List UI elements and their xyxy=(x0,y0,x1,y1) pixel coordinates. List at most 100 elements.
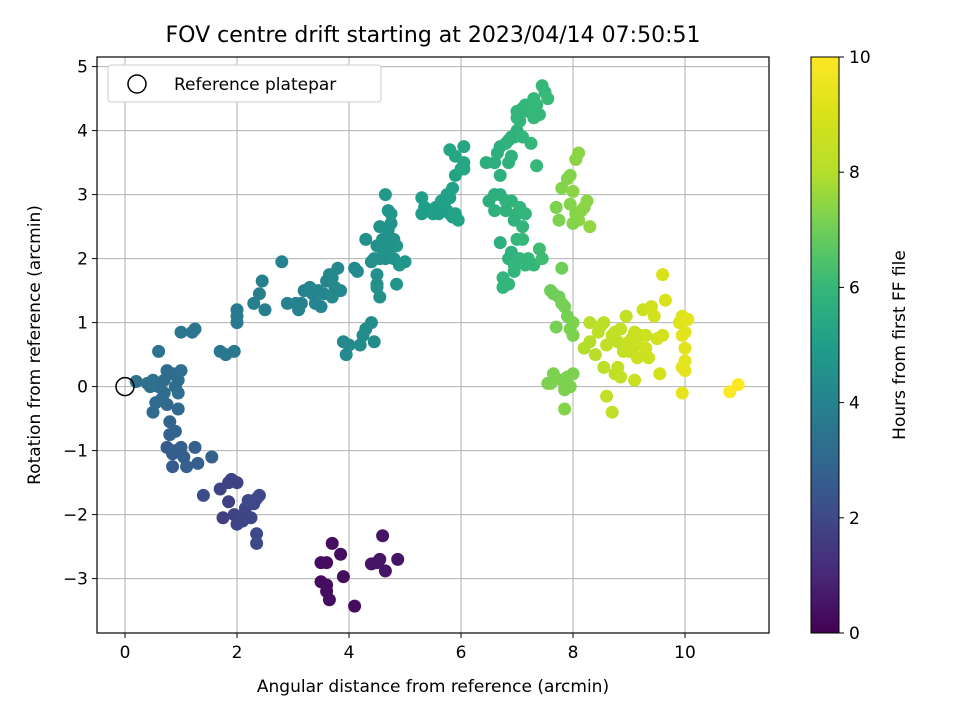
x-axis-ticks: 0 2 4 6 8 10 xyxy=(120,633,696,663)
data-point xyxy=(390,277,404,291)
data-point xyxy=(516,220,530,234)
legend: Reference platepar xyxy=(107,64,382,103)
data-point xyxy=(191,456,205,470)
data-point xyxy=(322,593,336,607)
data-point xyxy=(342,338,356,352)
data-point xyxy=(398,255,412,269)
data-point xyxy=(247,296,261,310)
y-tick-label: −1 xyxy=(63,442,88,462)
data-point xyxy=(334,547,348,561)
data-point xyxy=(583,220,597,234)
data-point xyxy=(373,552,387,566)
colorbar-ticks: 0 2 4 6 8 10 xyxy=(839,48,871,644)
data-point xyxy=(171,402,185,416)
data-point xyxy=(563,322,577,336)
y-tick-label: 1 xyxy=(77,314,88,334)
data-point xyxy=(675,386,689,400)
data-point xyxy=(532,108,546,122)
data-point xyxy=(647,309,661,323)
data-point xyxy=(516,232,530,246)
y-tick-label: −2 xyxy=(63,506,88,526)
data-point xyxy=(174,325,188,339)
data-point xyxy=(457,156,471,170)
data-point xyxy=(566,184,580,198)
data-point xyxy=(653,367,667,381)
data-point xyxy=(488,204,502,218)
y-tick-label: 0 xyxy=(77,378,88,398)
data-point xyxy=(188,322,202,336)
data-point xyxy=(180,460,194,474)
data-point xyxy=(541,92,555,106)
data-point xyxy=(252,287,266,301)
legend-box xyxy=(107,64,382,103)
colorbar-tick-label: 0 xyxy=(849,624,860,644)
colorbar-tick-label: 10 xyxy=(849,48,871,68)
data-point xyxy=(527,98,541,112)
data-point xyxy=(619,309,633,323)
data-point xyxy=(499,204,513,218)
data-point xyxy=(348,599,362,613)
data-point xyxy=(656,268,670,282)
data-point xyxy=(563,168,577,182)
data-point xyxy=(163,415,177,429)
data-point xyxy=(563,380,577,394)
data-point xyxy=(168,424,182,438)
data-point xyxy=(656,328,670,342)
data-point xyxy=(230,303,244,317)
data-point xyxy=(611,360,625,374)
data-point xyxy=(457,140,471,154)
data-point xyxy=(493,168,507,182)
data-point xyxy=(493,236,507,250)
data-point xyxy=(552,213,566,227)
data-point xyxy=(376,529,390,543)
data-point xyxy=(675,328,689,342)
data-point xyxy=(376,242,390,256)
colorbar-tick-label: 2 xyxy=(849,509,860,529)
data-point xyxy=(230,476,244,490)
scatter-points xyxy=(129,79,745,613)
data-point xyxy=(541,376,555,390)
data-point xyxy=(174,364,188,378)
data-point xyxy=(549,200,563,214)
colorbar xyxy=(810,56,840,634)
data-point xyxy=(549,320,563,334)
data-point xyxy=(437,197,451,211)
data-point xyxy=(614,322,628,336)
data-point xyxy=(572,146,586,160)
data-point xyxy=(314,300,328,314)
data-point xyxy=(488,188,502,202)
data-point xyxy=(566,216,580,230)
data-point xyxy=(222,495,236,509)
data-point xyxy=(678,341,692,355)
data-point xyxy=(227,344,241,358)
data-point xyxy=(580,194,594,208)
x-tick-label: 8 xyxy=(568,643,579,663)
data-point xyxy=(331,261,345,275)
data-point xyxy=(320,556,334,570)
x-tick-label: 4 xyxy=(344,643,355,663)
y-tick-label: 2 xyxy=(77,250,88,270)
data-point xyxy=(530,159,544,173)
data-point xyxy=(502,277,516,291)
x-tick-label: 2 xyxy=(232,643,243,663)
colorbar-tick-label: 4 xyxy=(849,394,860,414)
data-point xyxy=(213,482,227,496)
data-point xyxy=(384,207,398,221)
plot-frame xyxy=(96,56,770,634)
x-tick-label: 6 xyxy=(456,643,467,663)
data-point xyxy=(391,552,405,566)
data-point xyxy=(216,511,230,525)
data-point xyxy=(325,290,339,304)
data-point xyxy=(415,207,429,221)
chart-title: FOV centre drift starting at 2023/04/14 … xyxy=(166,23,701,48)
data-point xyxy=(518,207,532,221)
data-point xyxy=(516,130,530,144)
data-point xyxy=(451,213,465,227)
data-point xyxy=(359,232,373,246)
colorbar-tick-label: 6 xyxy=(849,278,860,298)
data-point xyxy=(378,188,392,202)
plot-area xyxy=(97,57,769,633)
data-point xyxy=(535,252,549,266)
data-point xyxy=(294,296,308,310)
